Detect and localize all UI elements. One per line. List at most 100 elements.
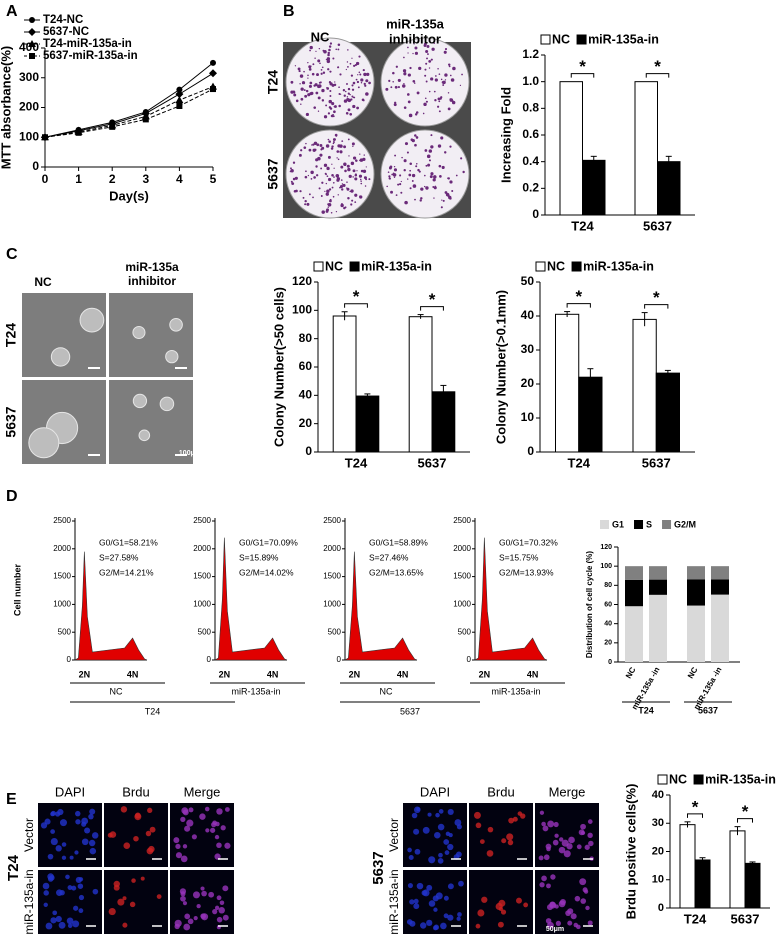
colony-dot — [358, 71, 361, 74]
colony-dot — [420, 187, 424, 191]
colony-dot — [327, 206, 330, 208]
y-tick-label: 50 — [521, 274, 535, 288]
colony-dot — [328, 106, 332, 109]
nucleus — [454, 819, 462, 826]
colony-dot — [433, 90, 436, 93]
nucleus — [567, 908, 574, 915]
nucleus — [574, 895, 581, 902]
y-tick-label: 0 — [608, 659, 612, 666]
colony-dot — [444, 151, 447, 154]
colony-dot — [326, 189, 330, 193]
colony-dot — [344, 90, 347, 93]
colony-dot — [416, 91, 420, 95]
nucleus — [426, 884, 433, 891]
bar-segment — [625, 579, 643, 607]
annotation: G0/G1=58.89% — [369, 537, 428, 547]
colony-dot — [333, 110, 336, 114]
colony-dot — [331, 163, 333, 165]
colony-dot — [293, 189, 297, 193]
colony-dot — [337, 144, 341, 148]
nucleus — [78, 877, 84, 882]
nucleus — [180, 895, 186, 902]
y-axis-label: MTT absorbance(%) — [0, 46, 13, 170]
colony-dot — [459, 84, 462, 87]
colony-dot — [411, 173, 416, 178]
point — [29, 17, 35, 23]
colony-dot — [401, 156, 403, 159]
bracket — [737, 818, 753, 823]
nucleus — [416, 882, 424, 890]
nucleus — [182, 844, 188, 849]
colony-dot — [355, 78, 358, 81]
legend-swatch — [634, 520, 644, 529]
y-tick-label: 0.2 — [522, 181, 539, 195]
bracket — [644, 304, 669, 309]
nucleus — [49, 874, 55, 881]
colony-dot — [344, 169, 347, 173]
y-tick-label: 80 — [299, 331, 313, 345]
nucleus — [434, 831, 441, 839]
y-tick-label: 100 — [19, 129, 39, 143]
colony-dot — [407, 73, 411, 77]
nucleus — [444, 850, 450, 856]
x-tick-label: 2N — [349, 669, 361, 679]
nucleus — [438, 808, 444, 814]
colony-dot — [411, 180, 414, 182]
colony-dot — [387, 171, 390, 173]
nucleus — [71, 885, 77, 891]
nucleus — [222, 914, 229, 921]
nucleus — [107, 832, 113, 838]
colony-dot — [409, 162, 413, 165]
colony-dot — [329, 42, 333, 45]
colony-dot — [317, 156, 321, 161]
colony-dot — [292, 161, 296, 164]
nucleus — [55, 915, 62, 923]
colony-dot — [448, 65, 451, 68]
colony-dot — [423, 102, 427, 107]
nucleus — [413, 903, 420, 910]
colony-dot — [354, 193, 358, 197]
nucleus — [481, 896, 488, 903]
colony-dot — [308, 148, 312, 152]
y-tick-label: 40 — [521, 308, 535, 322]
bracket — [687, 813, 703, 818]
legend-label: NC — [669, 772, 687, 786]
bar — [655, 372, 680, 453]
colony-dot — [394, 101, 397, 104]
colony-dot — [304, 94, 308, 98]
colony-dot — [316, 73, 319, 77]
y-axis-label: Colony Number(>50 cells) — [271, 287, 286, 447]
colony-dot — [294, 176, 298, 180]
colony-dot — [308, 193, 311, 196]
nucleus — [187, 918, 194, 925]
colony-dot — [318, 47, 321, 50]
colony-dot — [331, 83, 335, 87]
point — [75, 129, 82, 136]
colony-dot — [429, 175, 433, 179]
colony-dot — [449, 145, 452, 148]
colony-dot — [346, 164, 350, 168]
colony-dot — [328, 81, 332, 84]
colony-dot — [444, 79, 447, 81]
colony-dot — [343, 99, 348, 103]
panel-letter: C — [6, 246, 18, 263]
colony-dot — [418, 66, 422, 70]
nucleus — [122, 922, 128, 928]
nucleus — [196, 904, 201, 909]
plate — [380, 37, 470, 127]
colony-dot — [334, 81, 336, 83]
colony-dot — [309, 49, 311, 52]
y-tick-label: 30 — [521, 342, 535, 356]
colony-dot — [343, 94, 346, 97]
legend-swatch — [571, 261, 582, 272]
legend-label: G2/M — [674, 519, 696, 529]
histogram-peak — [343, 551, 418, 661]
colony-dot — [395, 65, 398, 68]
colony-dot — [351, 88, 355, 91]
nucleus — [200, 886, 205, 891]
colony-dot — [392, 71, 395, 75]
colony-dot — [325, 59, 328, 61]
colony-dot — [430, 134, 433, 137]
nucleus — [584, 844, 590, 850]
legend-label: miR-135a-in — [361, 259, 432, 273]
